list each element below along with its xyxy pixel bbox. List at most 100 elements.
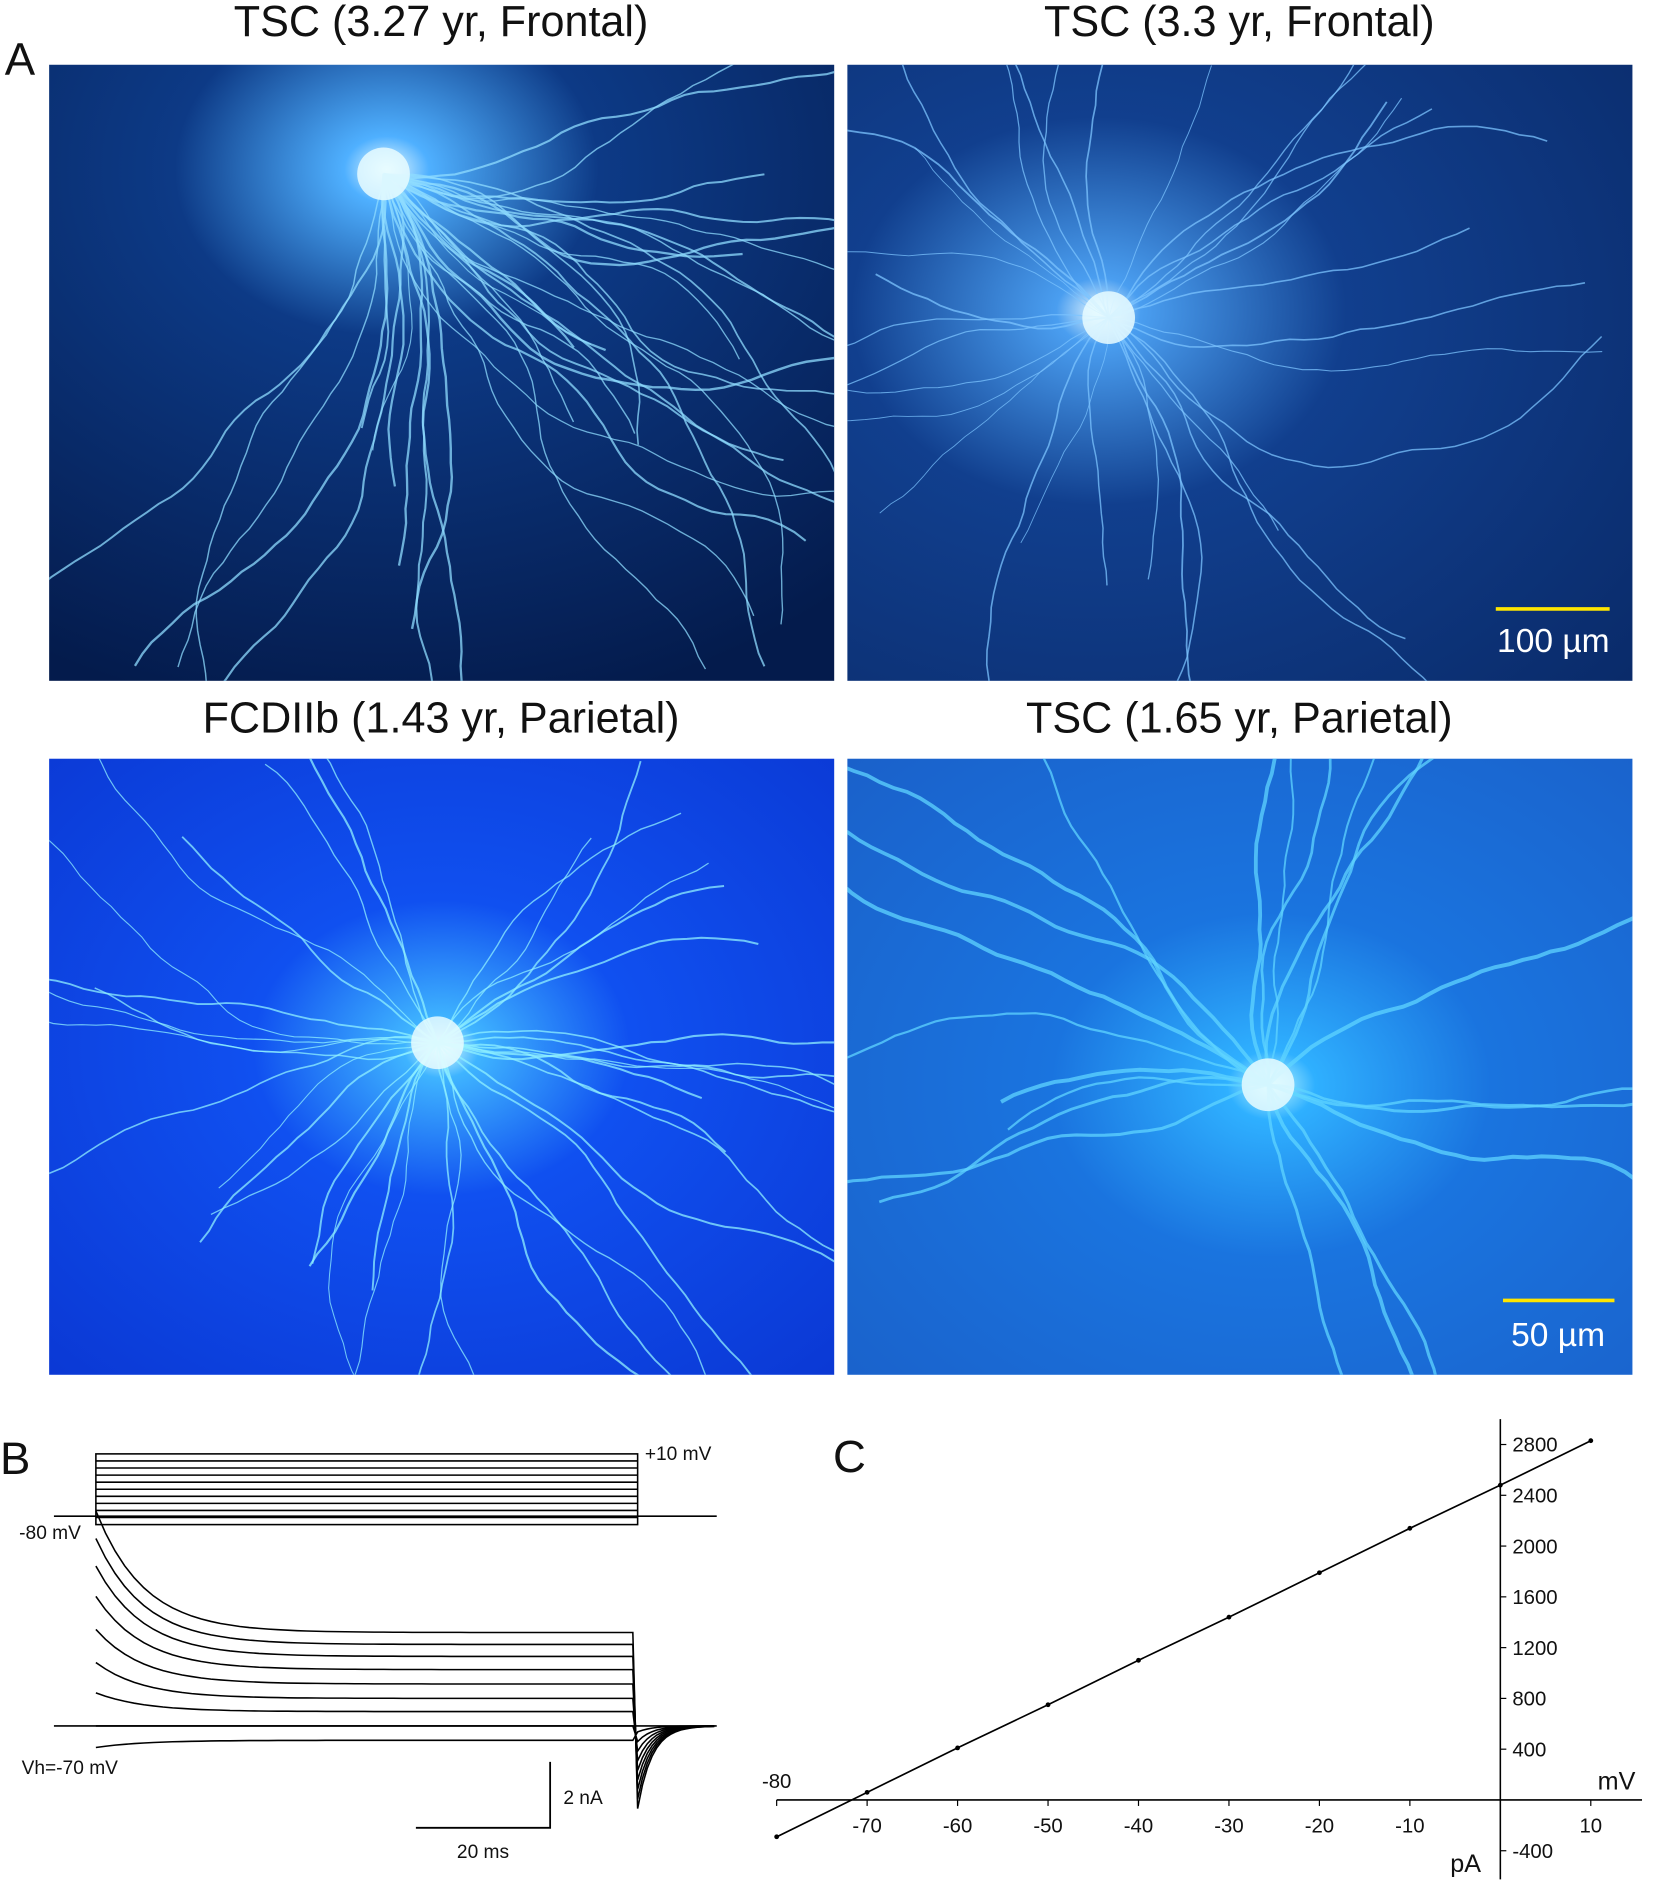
dendrite (847, 1083, 1269, 1184)
dendrite (436, 884, 725, 1044)
x-tick-label: -50 (1033, 1815, 1062, 1837)
x-tick-label: -40 (1124, 1815, 1153, 1837)
dendrite (49, 1021, 438, 1053)
x-tick-label: -80 (762, 1771, 791, 1793)
dendrite (914, 147, 1109, 319)
dendrite (383, 172, 766, 667)
dendrite (382, 173, 636, 434)
dendrite (1108, 64, 1367, 319)
traces (53, 1453, 717, 1809)
dendrites (49, 64, 1633, 1375)
x-tick-label: -70 (852, 1815, 881, 1837)
data-point (864, 1789, 870, 1795)
dendrite (326, 758, 439, 1044)
dendrite (847, 1012, 1269, 1086)
dendrite (1108, 317, 1279, 531)
dendrite (1014, 64, 1110, 318)
dendrite (371, 1042, 439, 1291)
data-point (1226, 1614, 1232, 1620)
current-trace (95, 1661, 715, 1764)
dendrite (436, 1042, 640, 1375)
iv-chart: -80 -70 -60 -50 -40 -30 -20 -10 10 -400 400 800 1200… (762, 1419, 1643, 1880)
current-trace (95, 1725, 715, 1749)
dendrite (264, 763, 439, 1044)
dendrite (382, 173, 433, 681)
dendrite (383, 173, 835, 428)
dendrite (1267, 1083, 1633, 1108)
current-trace (95, 1595, 715, 1781)
dendrite (1108, 317, 1406, 640)
y-tick-label: 400 (1512, 1739, 1546, 1761)
current-trace (95, 1510, 715, 1809)
dendrite (133, 173, 389, 667)
dendrite (383, 173, 835, 270)
dendrite (210, 1042, 438, 1216)
image-title: TSC (3.3 yr, Frontal) (1044, 0, 1435, 46)
dendrite (901, 64, 1110, 319)
dendrite (437, 1041, 703, 1099)
dendrite (1266, 1084, 1344, 1375)
y-tick-label: 1600 (1512, 1587, 1557, 1609)
dendrite (847, 830, 1270, 1086)
data-point (1136, 1657, 1141, 1663)
dendrite (436, 936, 759, 1044)
y-tick-label: 2800 (1512, 1435, 1557, 1457)
dendrite (382, 173, 807, 542)
data-point (1588, 1438, 1594, 1444)
dendrite (382, 173, 575, 423)
dendrite (1267, 1082, 1633, 1180)
dendrite (1108, 317, 1160, 580)
dendrite (382, 173, 405, 487)
image-title: FCDIIb (1.43 yr, Parietal) (203, 694, 680, 742)
dendrite (1266, 758, 1435, 1086)
dendrite (1108, 101, 1388, 319)
dendrite (1020, 317, 1110, 544)
x-tick-label: -20 (1305, 1815, 1334, 1837)
dendrite (223, 173, 405, 681)
dendrite (879, 317, 1109, 514)
dendrite (309, 758, 439, 1044)
panel-label: A (5, 33, 36, 84)
dendrite (383, 173, 835, 395)
dendrite (847, 129, 1110, 319)
scale-bar (415, 1761, 552, 1829)
y-tick-label: 2000 (1512, 1536, 1557, 1558)
x-tick-label: 10 (1579, 1815, 1602, 1837)
dendrite (437, 1036, 835, 1079)
dendrite (985, 317, 1110, 681)
dendrite (328, 1042, 438, 1375)
dendrite (418, 1042, 455, 1375)
iv-line (776, 1439, 1592, 1838)
dendrite (382, 173, 755, 617)
dendrite (1267, 758, 1295, 1085)
image-title: TSC (3.27 yr, Frontal) (234, 0, 649, 46)
dendrite (1266, 916, 1633, 1087)
dendrite (1087, 317, 1110, 586)
dendrite (382, 172, 743, 258)
dendrite (847, 317, 1109, 422)
dendrite (383, 173, 784, 625)
dendrite (878, 1075, 1269, 1204)
dendrite (847, 317, 1109, 394)
data-point (1407, 1525, 1413, 1531)
dendrite (98, 758, 438, 1044)
dendrite (383, 64, 734, 200)
data-point (1497, 1482, 1503, 1488)
dendrite (49, 978, 438, 1044)
dendrite (436, 1041, 835, 1263)
dendrite (383, 70, 835, 180)
soma (411, 1016, 464, 1070)
dendrite (218, 1042, 438, 1189)
dendrite (49, 1035, 438, 1175)
panel-label: C (833, 1431, 866, 1482)
step-label: +10 mV (645, 1444, 712, 1465)
y-tick-label: 1200 (1512, 1638, 1557, 1660)
dendrite (1007, 1076, 1269, 1131)
dendrite (1000, 1067, 1269, 1104)
current-trace (95, 1628, 715, 1771)
soma (1241, 1058, 1295, 1112)
dendrite (436, 812, 682, 1044)
neuron (847, 64, 1603, 681)
